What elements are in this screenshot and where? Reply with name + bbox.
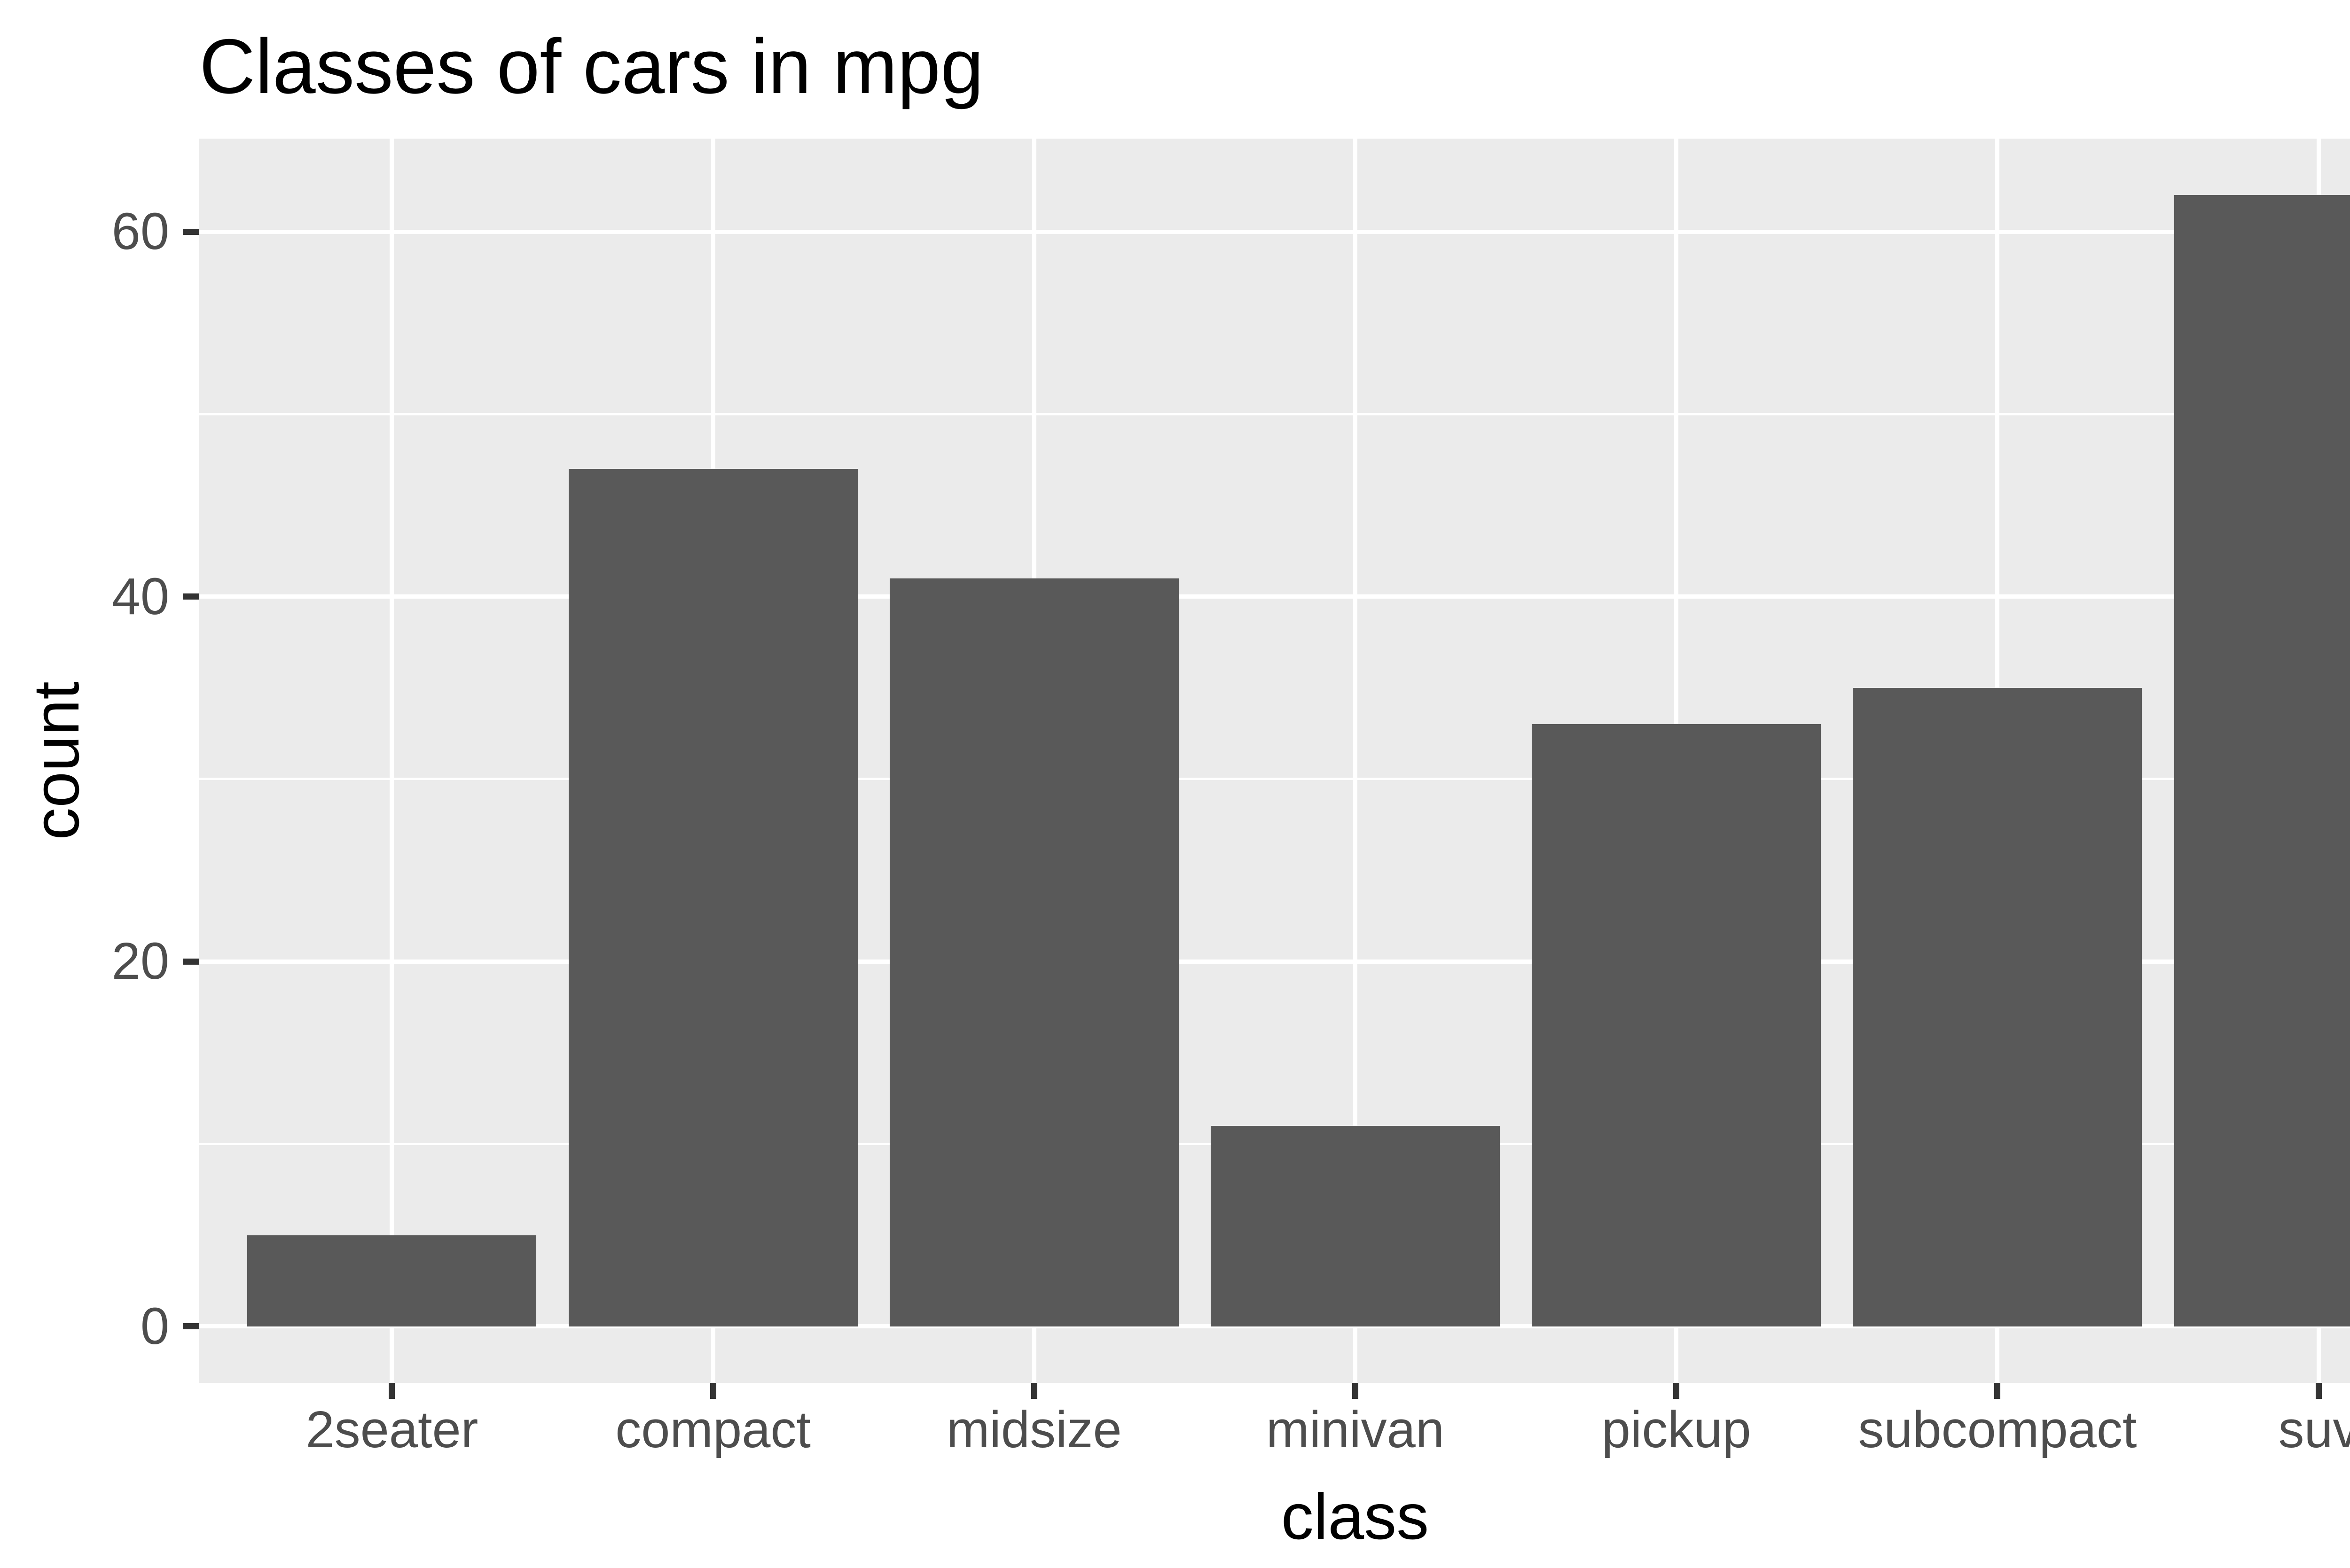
x-tick-mark xyxy=(710,1383,716,1399)
y-tick-mark xyxy=(183,228,199,235)
major-gridline xyxy=(199,229,2350,234)
bar xyxy=(568,468,858,1326)
bar xyxy=(889,578,1179,1326)
x-tick-mark xyxy=(389,1383,395,1399)
x-tick-label: pickup xyxy=(1601,1401,1751,1459)
bar xyxy=(2174,195,2350,1326)
y-tick-mark xyxy=(183,593,199,600)
x-tick-label: compact xyxy=(615,1401,811,1459)
y-tick-label: 20 xyxy=(111,932,169,991)
x-tick-mark xyxy=(1994,1383,2001,1399)
plot-title: Classes of cars in mpg xyxy=(199,23,984,109)
x-tick-mark xyxy=(1352,1383,1358,1399)
bar xyxy=(1532,724,1821,1326)
bar xyxy=(247,1235,537,1326)
x-tick-label: suv xyxy=(2278,1401,2350,1459)
x-tick-mark xyxy=(2315,1383,2322,1399)
major-gridline xyxy=(199,1324,2350,1329)
y-tick-label: 40 xyxy=(111,567,169,625)
x-axis-title: class xyxy=(1281,1481,1429,1553)
vertical-gridline xyxy=(1353,139,1357,1383)
minor-gridline xyxy=(199,413,2350,415)
y-tick-label: 0 xyxy=(140,1297,169,1355)
bar xyxy=(1211,1125,1500,1326)
vertical-gridline xyxy=(390,139,394,1383)
plot-panel xyxy=(199,139,2350,1383)
major-gridline xyxy=(199,594,2350,599)
minor-gridline xyxy=(199,778,2350,780)
x-tick-label: minivan xyxy=(1266,1401,1445,1459)
x-tick-mark xyxy=(1673,1383,1680,1399)
x-tick-label: midsize xyxy=(946,1401,1122,1459)
x-tick-label: 2seater xyxy=(306,1401,478,1459)
y-tick-label: 60 xyxy=(111,203,169,261)
x-tick-label: subcompact xyxy=(1858,1401,2137,1459)
bar xyxy=(1853,687,2142,1326)
x-tick-mark xyxy=(1031,1383,1037,1399)
y-tick-mark xyxy=(183,958,199,965)
major-gridline xyxy=(199,959,2350,964)
y-tick-mark xyxy=(183,1323,199,1330)
